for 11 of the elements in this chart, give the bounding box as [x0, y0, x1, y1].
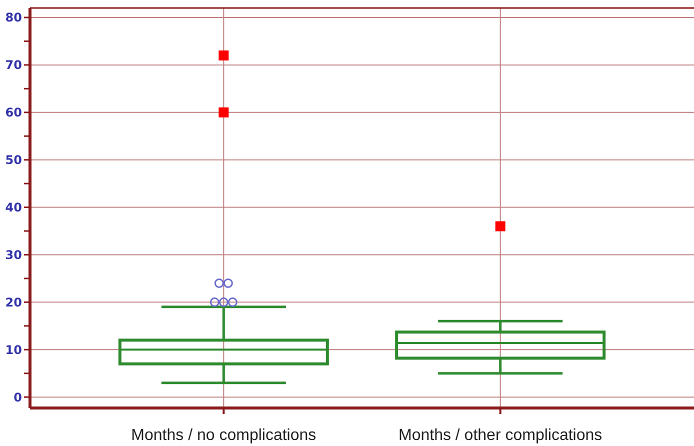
y-tick-label: 20	[5, 295, 22, 310]
y-tick-label: 10	[5, 342, 22, 357]
y-tick-label: 40	[5, 200, 22, 214]
y-tick-label: 80	[5, 10, 22, 25]
y-tick-label: 0	[14, 390, 22, 404]
y-tick-label: 60	[5, 106, 22, 120]
y-tick-label: 50	[5, 153, 22, 168]
x-tick-label: Months / no complications	[131, 427, 316, 444]
x-tick-label: Months / other complications	[398, 427, 602, 444]
y-tick-label: 70	[5, 58, 22, 72]
y-tick-label: 30	[5, 248, 22, 262]
